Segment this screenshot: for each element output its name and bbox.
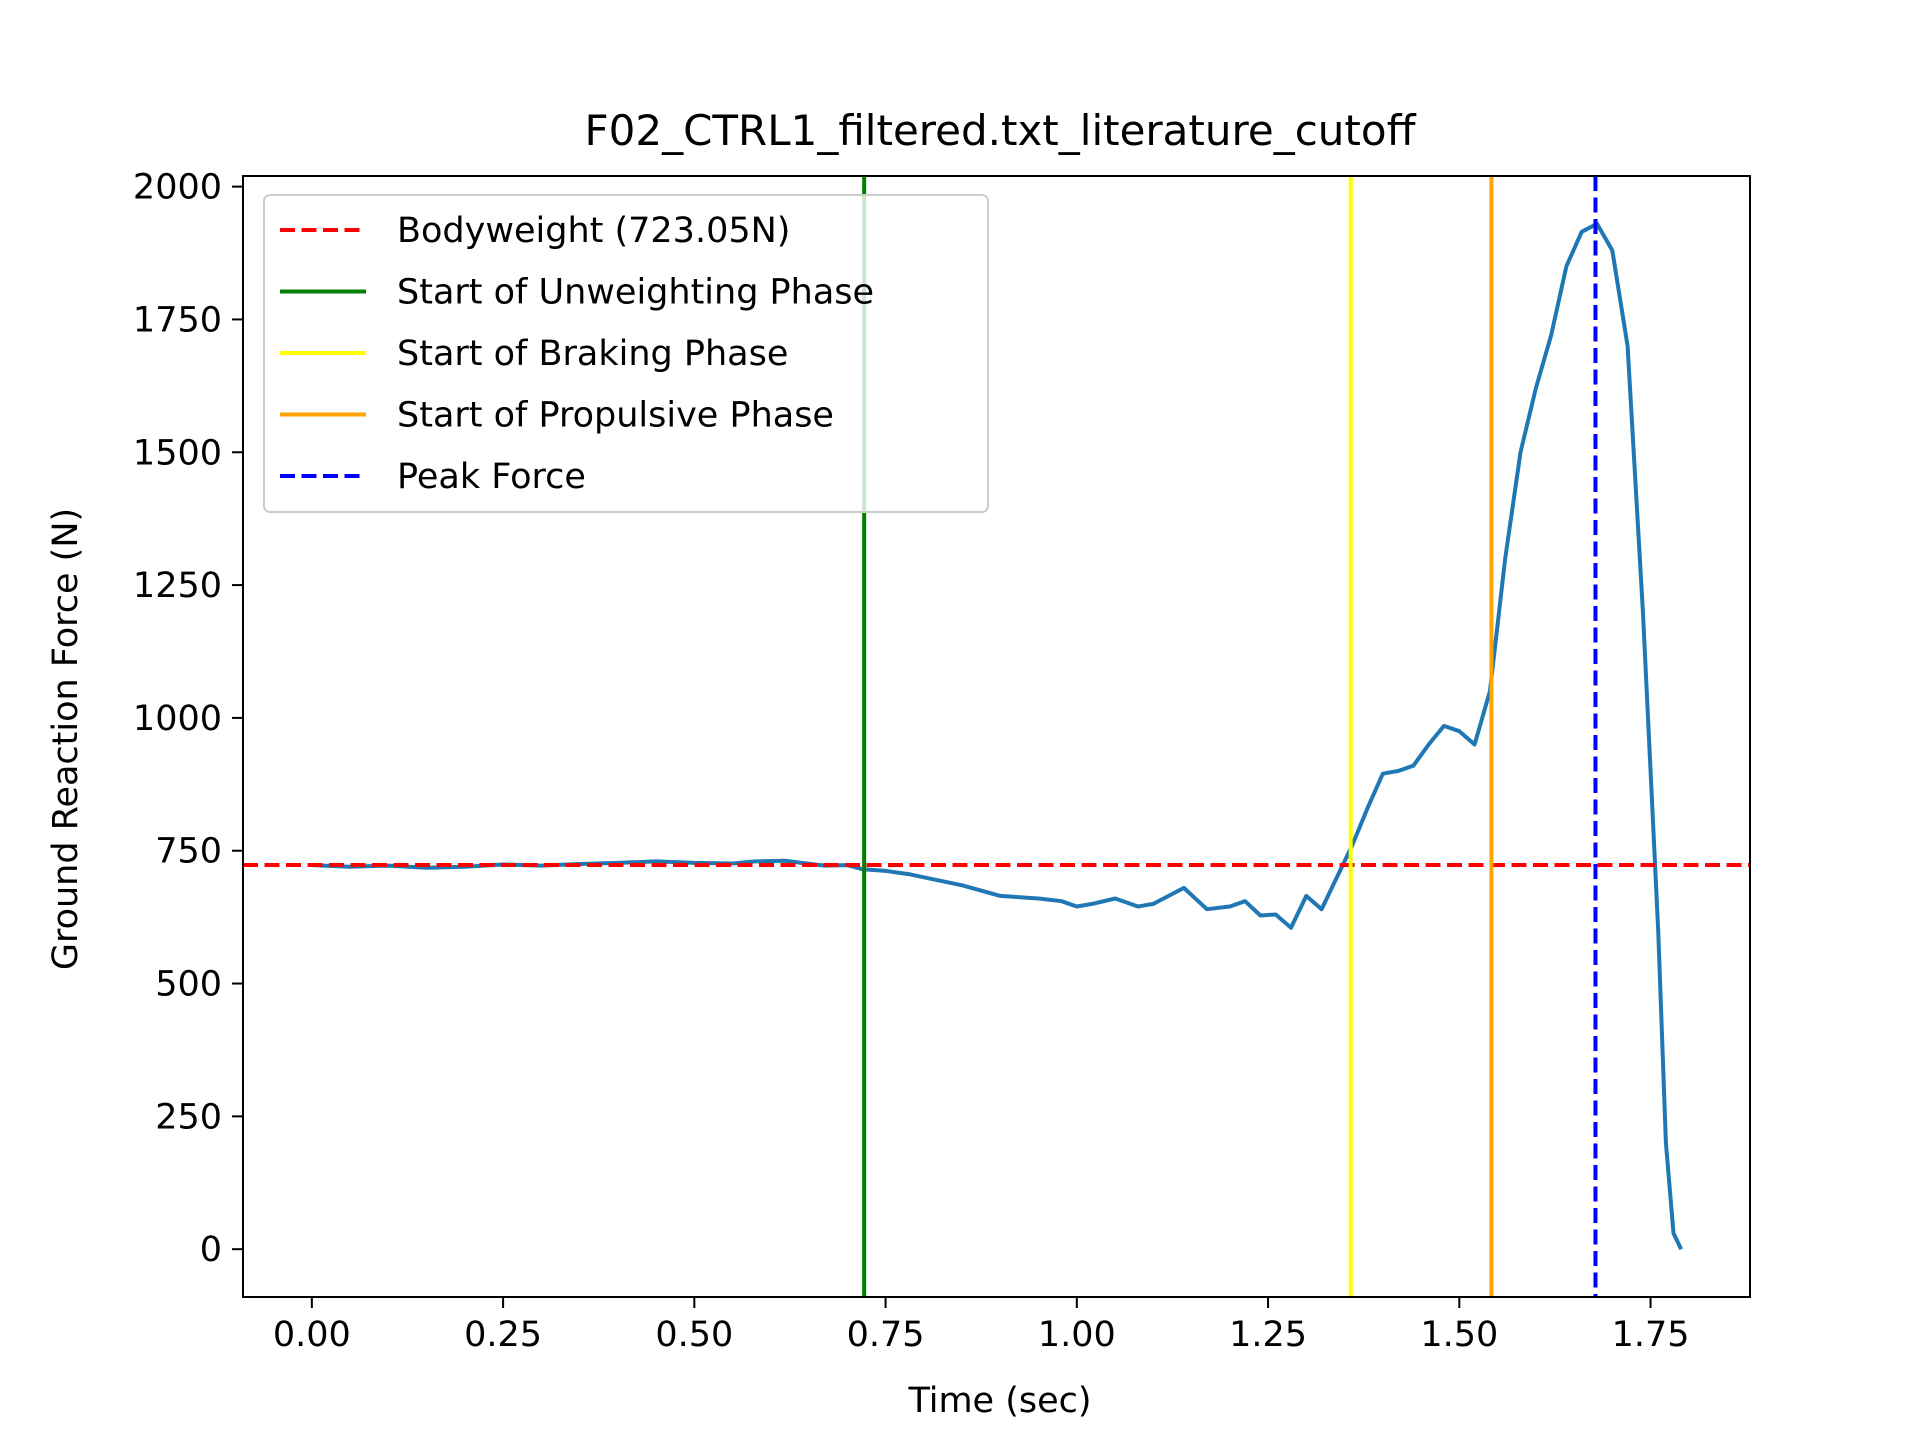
axes-frame: [242, 175, 1751, 1298]
y-tick-label: 0: [200, 1230, 222, 1270]
legend-label: Bodyweight (723.05N): [397, 211, 790, 251]
x-axis-label: Time (sec): [907, 1381, 1091, 1421]
x-tick-label: 0.00: [273, 1315, 351, 1355]
y-tick-label: 1750: [133, 300, 222, 340]
series-line-0: [311, 221, 1684, 1251]
legend-label: Start of Unweighting Phase: [397, 273, 874, 313]
x-tick-label: 1.50: [1420, 1315, 1498, 1355]
legend-label: Start of Propulsive Phase: [397, 396, 834, 436]
legend-box: [263, 194, 989, 513]
x-tick-label: 0.25: [464, 1315, 542, 1355]
axes: 0.00 0.25 0.50 0.75 1.00 1.25 1.50 1.75 0 250 500 7…: [133, 168, 1751, 1355]
y-axis-label: Ground Reaction Force (N): [46, 508, 86, 970]
y-tick-label: 1500: [133, 433, 222, 473]
x-tick-label: 0.50: [655, 1315, 733, 1355]
y-tick-label: 1250: [133, 566, 222, 606]
y-tick-label: 1000: [133, 699, 222, 739]
legend-label: Peak Force: [397, 457, 586, 497]
x-tick-label: 1.25: [1229, 1315, 1307, 1355]
legend-label: Start of Braking Phase: [397, 334, 788, 374]
x-tick-label: 0.75: [847, 1315, 925, 1355]
y-tick-label: 250: [155, 1097, 222, 1137]
y-tick-label: 2000: [133, 168, 222, 208]
y-tick-label: 500: [155, 965, 222, 1005]
chart-title: F02_CTRL1_filtered.txt_literature_cutoff: [584, 106, 1416, 155]
y-tick-label: 750: [155, 832, 222, 872]
legend: Bodyweight (723.05N) Start of Unweighting…: [263, 194, 989, 513]
x-tick-label: 1.00: [1038, 1315, 1116, 1355]
x-tick-label: 1.75: [1612, 1315, 1690, 1355]
